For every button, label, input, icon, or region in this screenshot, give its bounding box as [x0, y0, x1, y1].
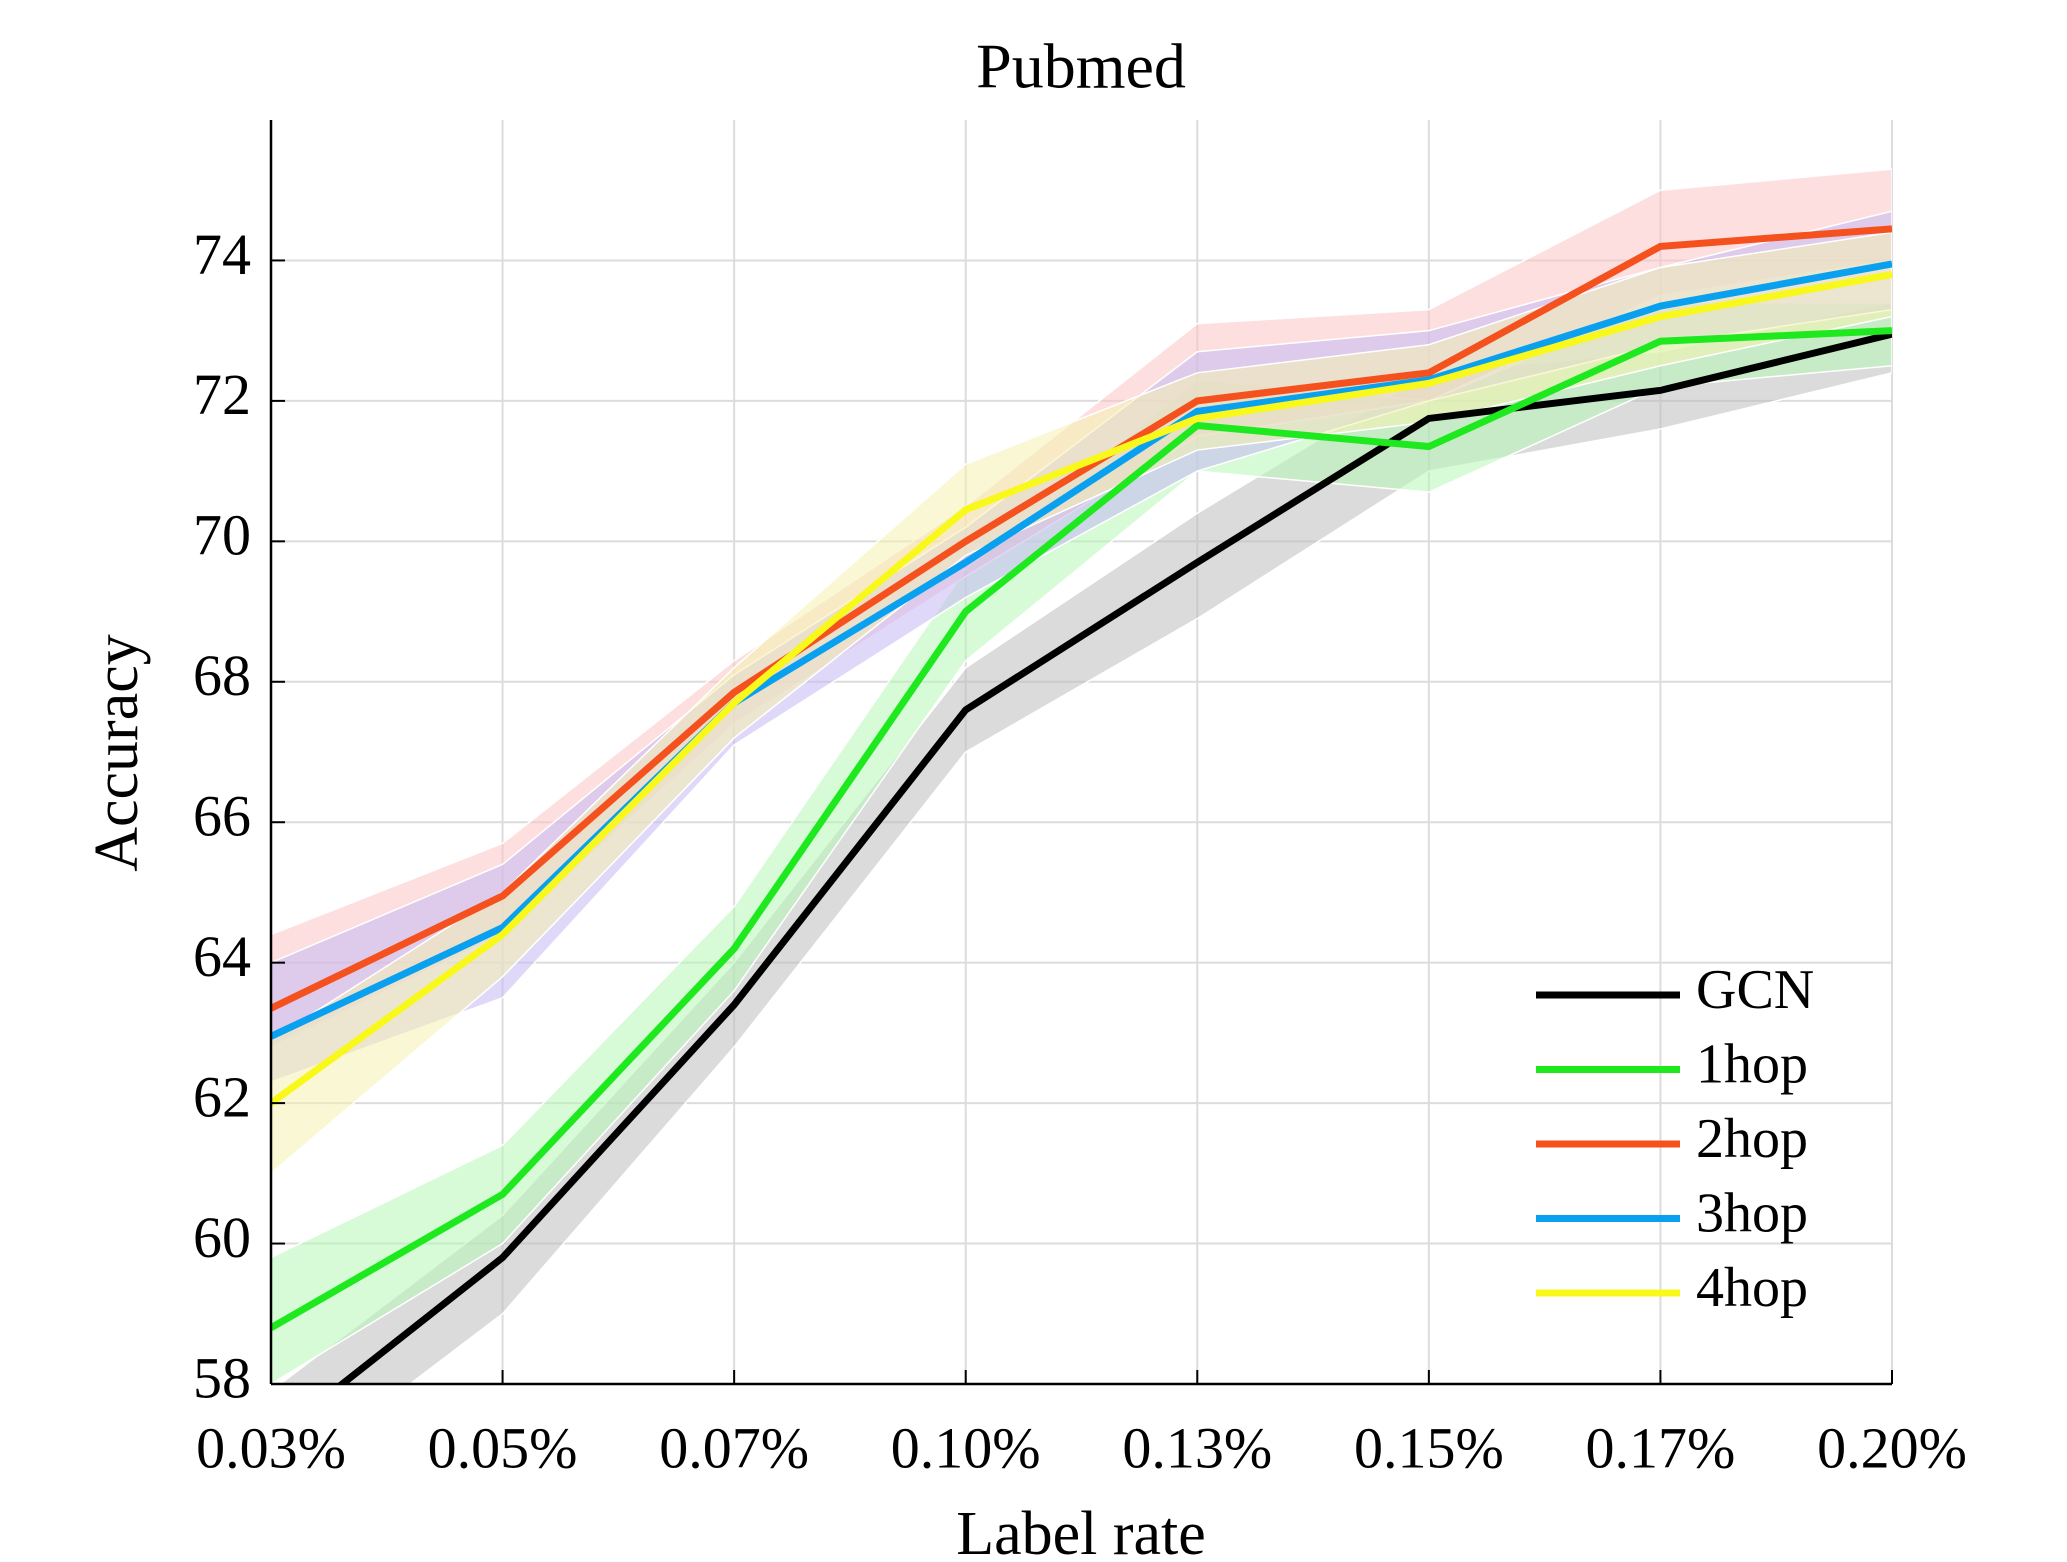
y-tick-label: 62 [193, 1064, 251, 1129]
series-line [271, 260, 1892, 1040]
x-tick-label: 0.20% [1817, 1415, 1967, 1480]
y-tick-label: 66 [193, 784, 251, 849]
legend-label: 4hop [1696, 1257, 1808, 1319]
y-tick-label: 72 [193, 362, 251, 427]
y-tick-label: 70 [193, 503, 251, 568]
chart-title: Pubmed [976, 31, 1186, 102]
y-tick-label: 58 [193, 1345, 251, 1410]
x-tick-label: 0.05% [428, 1415, 578, 1480]
series-line [336, 330, 1892, 1384]
legend: GCN 1hop 2hop 3hop 4hop [1536, 959, 1814, 1319]
x-tick-label: 0.17% [1586, 1415, 1736, 1480]
x-tick-label: 0.15% [1354, 1415, 1504, 1480]
legend-label: 2hop [1696, 1108, 1808, 1170]
legend-label: 3hop [1696, 1182, 1808, 1244]
series-line [271, 225, 1892, 1012]
lines [271, 225, 1892, 1384]
y-axis-label: Accuracy [83, 634, 151, 872]
x-tick-label: 0.07% [659, 1415, 809, 1480]
x-tick-label: 0.03% [196, 1415, 346, 1480]
x-tick-label: 0.13% [1122, 1415, 1272, 1480]
axes: 58 60 62 64 66 68 70 72 74 0.03% 0.05% 0.07% 0.10% 0.… [193, 120, 1967, 1480]
error-band [271, 231, 1892, 1175]
legend-label: GCN [1696, 959, 1814, 1021]
y-tick-label: 68 [193, 643, 251, 708]
series-line [271, 271, 1892, 1106]
y-tick-label: 60 [193, 1205, 251, 1270]
x-axis-label: Label rate [956, 1500, 1206, 1562]
y-tick-label: 64 [193, 924, 251, 989]
legend-label: 1hop [1696, 1033, 1808, 1095]
y-tick-label: 74 [193, 222, 251, 287]
series-line [271, 327, 1892, 1331]
x-tick-label: 0.10% [891, 1415, 1041, 1480]
